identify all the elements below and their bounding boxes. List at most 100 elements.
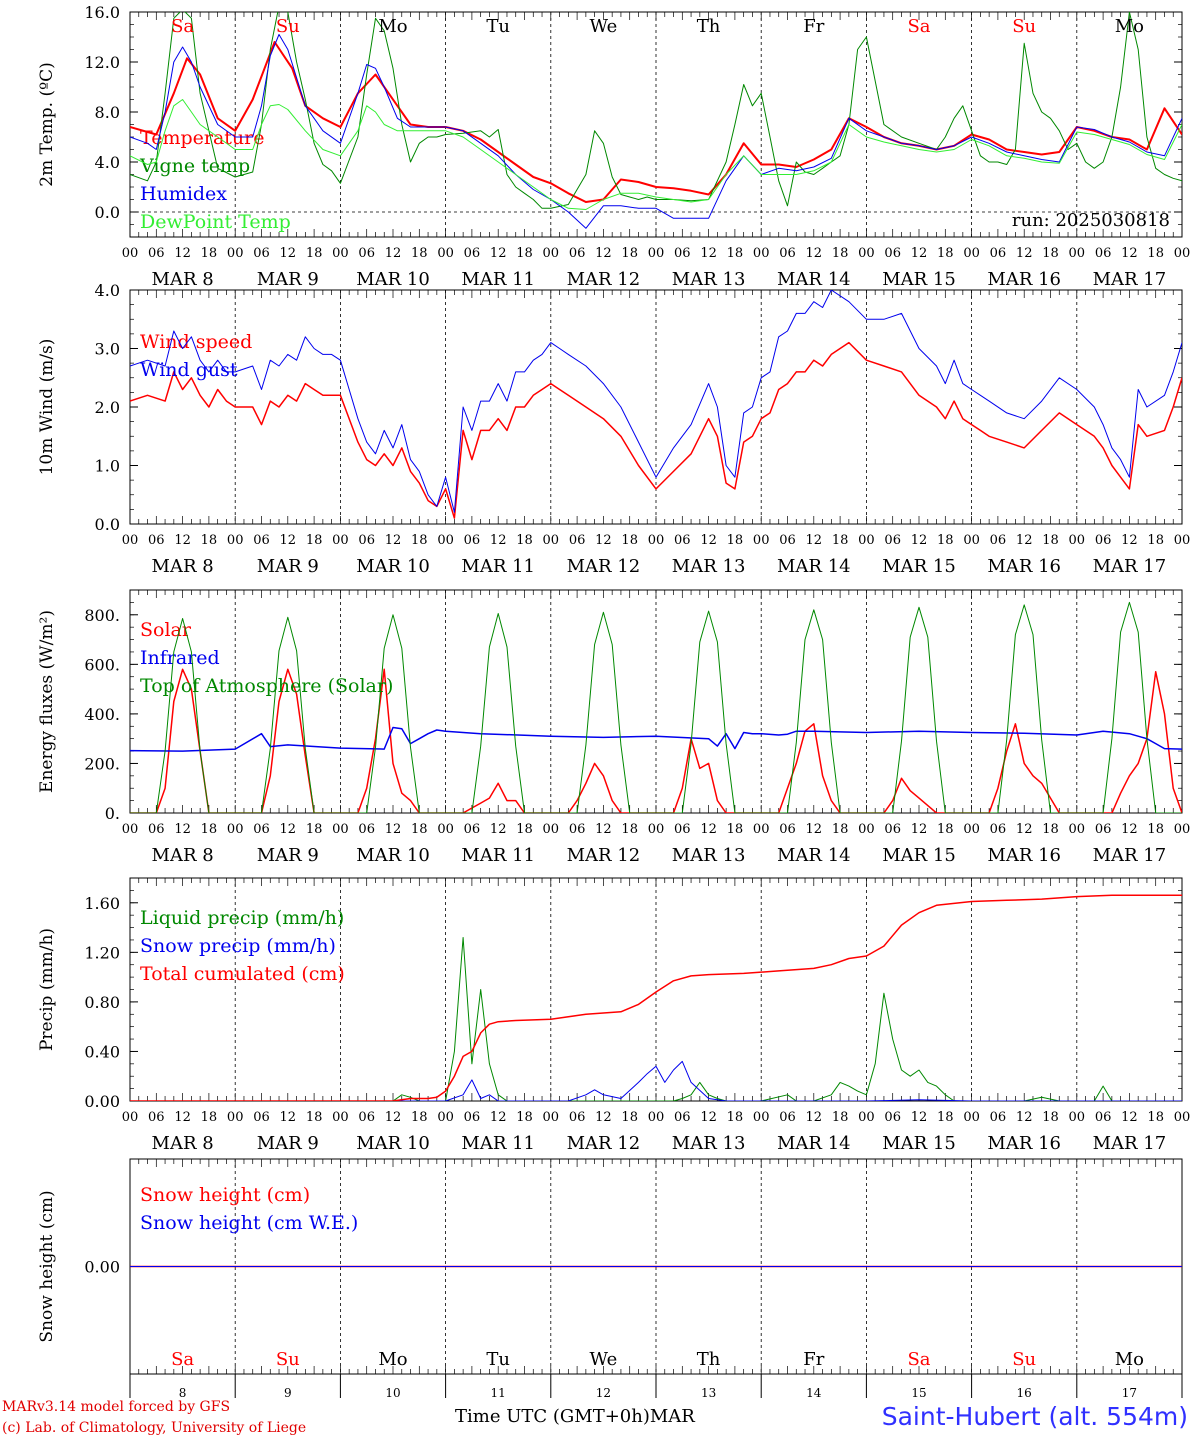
date-label: MAR 8 <box>152 556 214 577</box>
y-tick-label: 1.60 <box>84 894 120 913</box>
station-title: Saint-Hubert (alt. 554m) <box>881 1402 1188 1431</box>
y-tick-label: 12.0 <box>84 53 120 72</box>
hour-label: 00 <box>227 822 244 837</box>
hour-label: 00 <box>858 822 875 837</box>
y-tick-label: 0.00 <box>84 1258 120 1277</box>
series-line-wind-speed <box>130 341 1182 519</box>
hour-label: 06 <box>464 1110 481 1125</box>
hour-label: 00 <box>543 1110 560 1125</box>
hour-label: 18 <box>306 246 323 261</box>
date-label: MAR 10 <box>356 1133 430 1154</box>
weekday-label: Tu <box>486 16 510 37</box>
hour-label: 18 <box>621 822 638 837</box>
model-credit: MARv3.14 model forced by GFS <box>2 1399 231 1415</box>
hour-label: 00 <box>963 822 980 837</box>
hour-label: 00 <box>1174 1110 1191 1125</box>
day-number: 13 <box>701 1386 716 1400</box>
hour-label: 00 <box>1174 533 1191 548</box>
hour-label: 06 <box>990 822 1007 837</box>
hour-label: 18 <box>937 533 954 548</box>
hour-label: 18 <box>306 1110 323 1125</box>
hour-label: 06 <box>674 533 691 548</box>
hour-label: 00 <box>332 1110 349 1125</box>
hour-label: 12 <box>385 1110 402 1125</box>
weekday-label: Sa <box>907 16 930 37</box>
weekday-label: Tu <box>486 1349 510 1370</box>
date-label: MAR 11 <box>461 1133 535 1154</box>
hour-label: 12 <box>1121 246 1138 261</box>
weekday-label: Su <box>1012 1349 1036 1370</box>
date-label: MAR 17 <box>1093 269 1167 290</box>
hour-label: 18 <box>411 533 428 548</box>
hour-label: 18 <box>1042 1110 1059 1125</box>
weekday-label: Fr <box>803 16 824 37</box>
hour-label: 00 <box>753 1110 770 1125</box>
hour-label: 06 <box>1095 1110 1112 1125</box>
weekday-label: Sa <box>907 1349 930 1370</box>
hour-label: 06 <box>464 533 481 548</box>
series-line-snow-precip-mm-h <box>130 1060 1182 1101</box>
hour-label: 00 <box>227 246 244 261</box>
hour-label: 00 <box>858 246 875 261</box>
hour-label: 18 <box>201 1110 218 1125</box>
y-tick-label: 800. <box>84 606 120 625</box>
day-number: 14 <box>806 1386 822 1400</box>
hour-label: 06 <box>464 246 481 261</box>
hour-label: 06 <box>1095 822 1112 837</box>
hour-label: 18 <box>1147 822 1164 837</box>
hour-label: 12 <box>1121 822 1138 837</box>
hour-label: 06 <box>148 822 165 837</box>
weekday-label: Th <box>697 1349 721 1370</box>
y-axis-label: 10m Wind (m/s) <box>37 339 57 476</box>
hour-label: 18 <box>516 246 533 261</box>
hour-label: 18 <box>832 822 849 837</box>
y-axis-label: 2m Temp. (ºC) <box>37 62 57 187</box>
y-tick-label: 0.0 <box>95 203 120 222</box>
hour-label: 12 <box>490 822 507 837</box>
hour-label: 06 <box>358 1110 375 1125</box>
hour-label: 12 <box>595 533 612 548</box>
date-label: MAR 14 <box>777 556 851 577</box>
y-tick-label: 0. <box>105 804 120 823</box>
y-tick-label: 1.20 <box>84 943 120 962</box>
hour-label: 00 <box>437 246 454 261</box>
hour-label: 18 <box>1042 246 1059 261</box>
weekday-label: Su <box>276 1349 300 1370</box>
y-tick-label: 8.0 <box>95 103 120 122</box>
hour-label: 12 <box>174 822 191 837</box>
hour-label: 12 <box>490 1110 507 1125</box>
hour-label: 18 <box>1147 246 1164 261</box>
panel-snow: 0.00 Snow height (cm) Snow height (cm) Snow… <box>37 1158 1183 1400</box>
date-label: MAR 9 <box>257 556 319 577</box>
hour-label: 06 <box>674 246 691 261</box>
hour-label: 00 <box>753 533 770 548</box>
legend-entry: DewPoint Temp <box>140 211 291 233</box>
date-label: MAR 15 <box>882 556 956 577</box>
y-tick-label: 200. <box>84 754 120 773</box>
hour-label: 06 <box>1095 533 1112 548</box>
hour-label: 12 <box>280 1110 297 1125</box>
hour-label: 12 <box>174 1110 191 1125</box>
legend-entry: Snow height (cm) <box>140 1184 310 1206</box>
hour-label: 18 <box>937 822 954 837</box>
hour-label: 00 <box>543 246 560 261</box>
hour-label: 18 <box>1042 822 1059 837</box>
hour-label: 18 <box>516 822 533 837</box>
legend-entry: Wind speed <box>140 331 252 353</box>
hour-label: 06 <box>148 533 165 548</box>
weekday-label: Sa <box>171 16 194 37</box>
weekday-label: Su <box>276 16 300 37</box>
hour-label: 06 <box>148 246 165 261</box>
y-tick-label: 0.40 <box>84 1042 120 1061</box>
hour-label: 00 <box>122 822 139 837</box>
run-annotation: run: 2025030818 <box>1012 210 1170 231</box>
day-number: 12 <box>596 1386 611 1400</box>
date-label: MAR 13 <box>672 845 746 866</box>
hour-label: 00 <box>437 1110 454 1125</box>
hour-label: 12 <box>700 822 717 837</box>
series-line-solar <box>130 668 1182 813</box>
hour-label: 06 <box>569 533 586 548</box>
hour-label: 00 <box>648 533 665 548</box>
hour-label: 00 <box>963 533 980 548</box>
hour-label: 06 <box>674 1110 691 1125</box>
